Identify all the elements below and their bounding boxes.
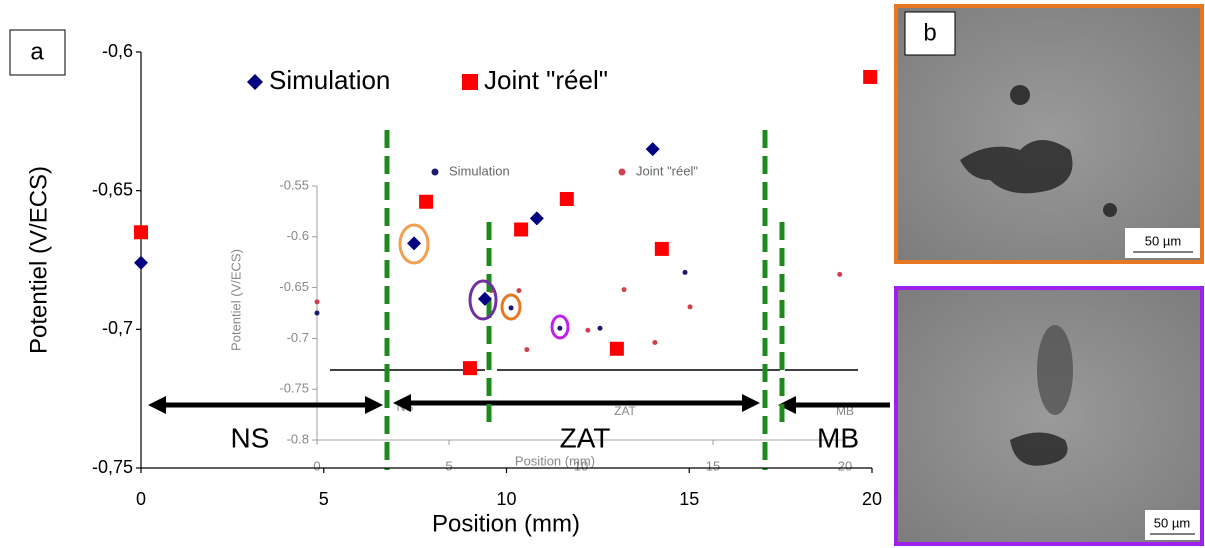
x-tick-label: 20 bbox=[838, 458, 852, 473]
y-axis-label: Potentiel (V/ECS) bbox=[228, 249, 243, 351]
defect bbox=[1010, 85, 1030, 105]
zone-label: ZAT bbox=[614, 404, 636, 418]
point bbox=[508, 305, 514, 311]
zone-label: NS bbox=[231, 422, 270, 453]
point bbox=[134, 255, 148, 270]
point bbox=[477, 291, 492, 306]
y-axis-label: Potentiel (V/ECS) bbox=[25, 166, 52, 354]
point bbox=[654, 241, 669, 256]
x-tick-label: 20 bbox=[862, 489, 882, 509]
x-tick-label: 15 bbox=[679, 489, 699, 509]
point bbox=[529, 211, 544, 226]
scale-bar-label: 50 µm bbox=[1154, 515, 1190, 530]
point bbox=[652, 339, 658, 345]
legend-marker bbox=[247, 74, 263, 90]
overlay bbox=[148, 130, 890, 470]
point bbox=[462, 361, 477, 376]
legend-label: Simulation bbox=[269, 65, 390, 95]
point bbox=[609, 341, 624, 356]
panel-label: a bbox=[30, 38, 44, 65]
point bbox=[314, 299, 320, 305]
x-tick-label: 5 bbox=[319, 489, 329, 509]
legend-marker bbox=[431, 168, 439, 176]
legend-label: Simulation bbox=[449, 163, 510, 178]
panel-box bbox=[904, 11, 956, 56]
y-tick-label: -0,6 bbox=[102, 41, 133, 61]
x-tick-label: 5 bbox=[445, 458, 452, 473]
point bbox=[687, 304, 693, 310]
point bbox=[645, 142, 660, 157]
y-tick-label: -0.8 bbox=[287, 431, 309, 446]
x-tick-label: 10 bbox=[496, 489, 516, 509]
defect bbox=[1010, 432, 1068, 466]
point bbox=[524, 347, 530, 353]
panel-box bbox=[9, 29, 66, 76]
y-tick-label: -0,65 bbox=[92, 179, 133, 199]
highlight bbox=[500, 293, 522, 321]
point bbox=[863, 69, 878, 84]
x-axis-label: Position (mm) bbox=[515, 453, 595, 468]
scale-bar-box bbox=[1125, 228, 1200, 258]
highlight bbox=[468, 279, 498, 321]
zone-label: MB bbox=[836, 404, 854, 418]
legend-label: Joint "réel" bbox=[636, 163, 698, 178]
micrograph-bottom bbox=[894, 286, 1204, 546]
defect bbox=[1103, 203, 1117, 217]
point bbox=[419, 194, 434, 209]
legend-label: Joint "réel" bbox=[484, 65, 608, 95]
x-tick-label: 15 bbox=[706, 458, 720, 473]
x-tick-label: 10 bbox=[574, 458, 588, 473]
point bbox=[314, 310, 320, 316]
point bbox=[514, 222, 529, 237]
panel-label: b bbox=[923, 19, 936, 46]
y-tick-label: -0.7 bbox=[287, 330, 309, 345]
x-axis-label: Position (mm) bbox=[432, 510, 580, 537]
zone-label: ZAT bbox=[560, 422, 611, 453]
y-tick-label: -0,7 bbox=[102, 318, 133, 338]
highlight bbox=[398, 223, 430, 265]
point bbox=[682, 269, 688, 275]
legend-marker bbox=[462, 74, 478, 90]
defect bbox=[960, 140, 1073, 194]
point bbox=[557, 325, 563, 331]
y-tick-label: -0,75 bbox=[92, 457, 133, 477]
inset-chart: -0.8 -0.75 -0.7 -0.65 -0.6 -0.55 0 5 10 15 20 Posit… bbox=[228, 163, 854, 473]
point bbox=[559, 191, 574, 206]
y-tick-label: -0.6 bbox=[287, 228, 309, 243]
point bbox=[516, 288, 522, 294]
scale-bar-label: 50 µm bbox=[1145, 233, 1181, 248]
legend-marker bbox=[618, 168, 626, 176]
x-tick-label: 0 bbox=[313, 458, 320, 473]
y-tick-label: -0.75 bbox=[279, 381, 309, 396]
highlight bbox=[550, 314, 570, 340]
main-chart: -0,75 -0,7 -0,65 -0,6 0 5 10 15 20 Position (mm) P… bbox=[25, 41, 882, 538]
point bbox=[597, 325, 603, 331]
scale-bar-box bbox=[1145, 510, 1200, 540]
zone-label: MB bbox=[817, 422, 859, 453]
point bbox=[585, 327, 591, 333]
point bbox=[837, 271, 843, 277]
point bbox=[134, 225, 148, 240]
defect bbox=[1037, 325, 1073, 415]
y-tick-label: -0.65 bbox=[279, 279, 309, 294]
point bbox=[621, 287, 627, 293]
y-tick-label: -0.55 bbox=[279, 177, 309, 192]
x-tick-label: 0 bbox=[136, 489, 146, 509]
point bbox=[407, 236, 422, 251]
